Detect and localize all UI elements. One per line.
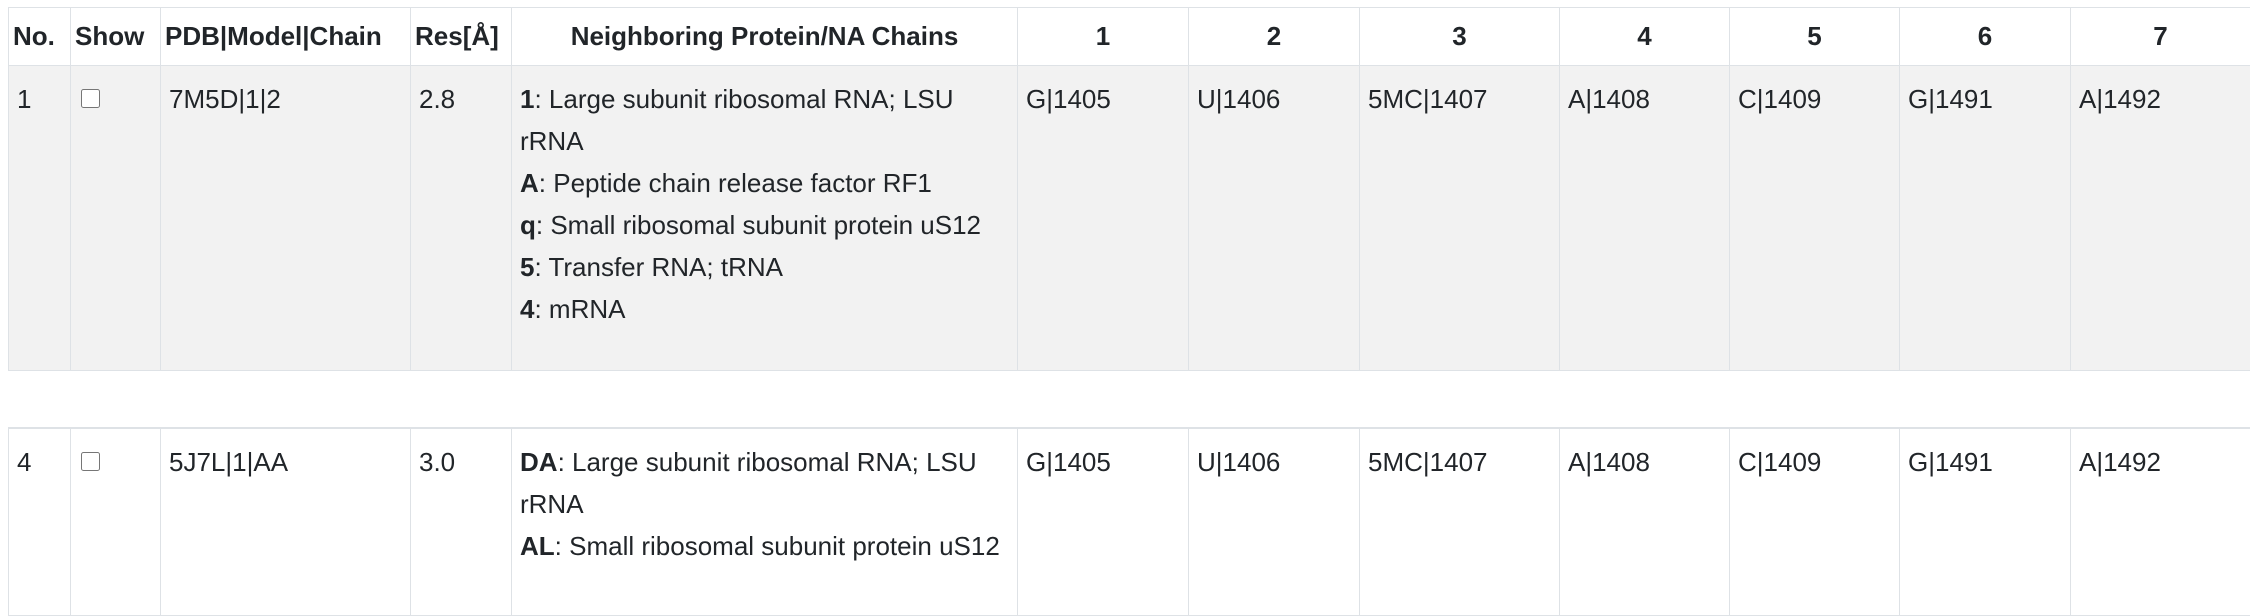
show-checkbox[interactable] [81,452,100,471]
chain-entry: 5: Transfer RNA; tRNA [520,246,1009,288]
header-neighboring-chains[interactable]: Neighboring Protein/NA Chains [511,7,1018,66]
header-position-5[interactable]: 5 [1729,7,1900,66]
header-resolution[interactable]: Res[Å] [410,7,512,66]
header-position-3[interactable]: 3 [1359,7,1560,66]
chain-description: : mRNA [534,294,626,324]
chain-description: : Large subunit ribosomal RNA; LSU rRNA [520,84,954,156]
header-show[interactable]: Show [70,7,161,66]
position-cell: C|1409 [1729,428,1900,616]
table-divider [8,427,2250,428]
chain-entry: 1: Large subunit ribosomal RNA; LSU rRNA [520,78,1009,162]
chain-entry: DA: Large subunit ribosomal RNA; LSU rRN… [520,441,1009,525]
show-cell [70,428,161,616]
header-pdb-model-chain[interactable]: PDB|Model|Chain [160,7,411,66]
position-cell: G|1491 [1899,65,2071,371]
chain-id: 1 [520,84,535,114]
position-cell: A|1492 [2070,65,2250,371]
position-cell: G|1405 [1017,65,1189,371]
chain-description: : Peptide chain release factor RF1 [538,168,932,198]
chain-id: A [520,168,539,198]
chain-description: : Large subunit ribosomal RNA; LSU rRNA [520,447,977,519]
chain-id: 4 [520,294,535,324]
chain-id: DA [520,447,558,477]
position-cell: A|1408 [1559,428,1730,616]
show-checkbox[interactable] [81,89,100,108]
resolution: 2.8 [410,65,512,371]
results-table: No. Show PDB|Model|Chain Res[Å] Neighbor… [8,7,2250,371]
row-number: 4 [8,428,71,616]
neighboring-chains: 1: Large subunit ribosomal RNA; LSU rRNA… [511,65,1018,371]
show-cell [70,65,161,371]
chain-id: q [520,210,536,240]
pdb-model-chain: 7M5D|1|2 [160,65,411,371]
position-cell: A|1408 [1559,65,1730,371]
chain-entry: A: Peptide chain release factor RF1 [520,162,1009,204]
position-cell: 5MC|1407 [1359,65,1560,371]
chain-id: 5 [520,252,535,282]
header-position-4[interactable]: 4 [1559,7,1730,66]
position-cell: G|1405 [1017,428,1189,616]
header-position-6[interactable]: 6 [1899,7,2071,66]
position-cell: U|1406 [1188,428,1360,616]
pdb-model-chain: 5J7L|1|AA [160,428,411,616]
chain-entry: 4: mRNA [520,288,1009,330]
neighboring-chains: DA: Large subunit ribosomal RNA; LSU rRN… [511,428,1018,616]
position-cell: C|1409 [1729,65,1900,371]
header-position-2[interactable]: 2 [1188,7,1360,66]
resolution: 3.0 [410,428,512,616]
table-row: 1 7M5D|1|2 2.8 1: Large subunit ribosoma… [8,65,2250,371]
position-cell: G|1491 [1899,428,2071,616]
chain-description: : Transfer RNA; tRNA [534,252,783,282]
position-cell: A|1492 [2070,428,2250,616]
chain-id: AL [520,531,555,561]
chain-description: : Small ribosomal subunit protein uS12 [554,531,1000,561]
position-cell: 5MC|1407 [1359,428,1560,616]
chain-entry: AL: Small ribosomal subunit protein uS12 [520,525,1009,567]
chain-entry: q: Small ribosomal subunit protein uS12 [520,204,1009,246]
header-no[interactable]: No. [8,7,71,66]
header-position-7[interactable]: 7 [2070,7,2250,66]
table-header-row: No. Show PDB|Model|Chain Res[Å] Neighbor… [8,7,2250,66]
header-position-1[interactable]: 1 [1017,7,1189,66]
results-table: 4 5J7L|1|AA 3.0 DA: Large subunit riboso… [8,428,2250,616]
table-row: 4 5J7L|1|AA 3.0 DA: Large subunit riboso… [8,428,2250,616]
row-number: 1 [8,65,71,371]
chain-description: : Small ribosomal subunit protein uS12 [535,210,982,240]
position-cell: U|1406 [1188,65,1360,371]
